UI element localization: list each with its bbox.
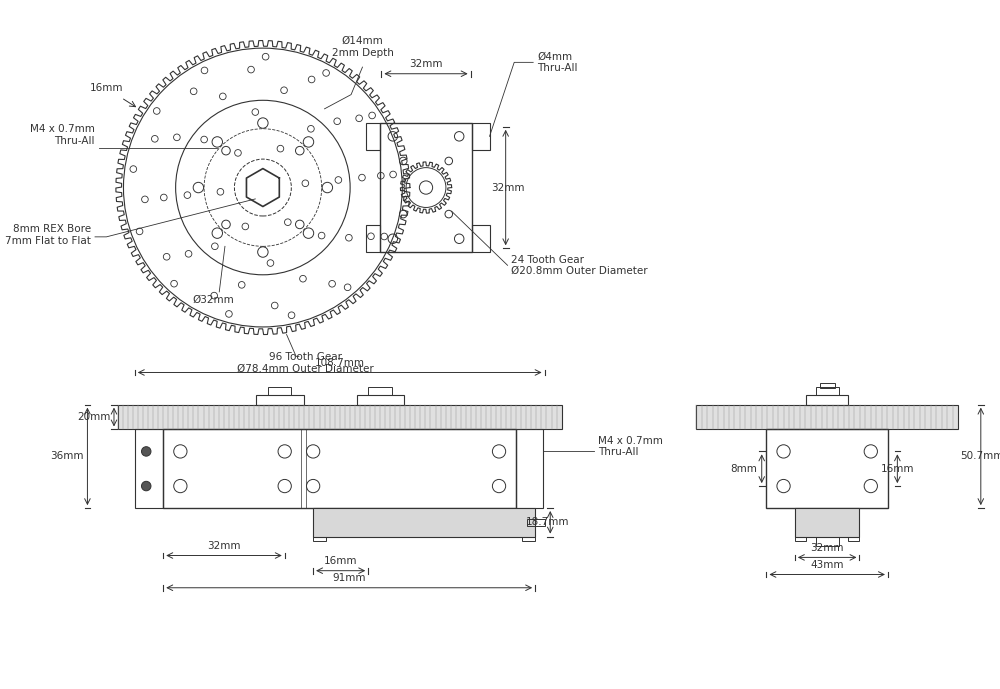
Text: 32mm: 32mm [409, 59, 443, 69]
Text: 32mm: 32mm [810, 543, 844, 553]
Bar [816, 537, 839, 546]
Bar [313, 537, 326, 542]
Text: 108.7mm: 108.7mm [315, 358, 365, 368]
Text: 18.7mm: 18.7mm [526, 517, 569, 527]
Bar [472, 123, 490, 150]
Bar [366, 225, 380, 252]
Bar [795, 508, 859, 537]
Bar [696, 404, 958, 429]
Bar [368, 387, 392, 395]
Text: M4 x 0.7mm
Thru-All: M4 x 0.7mm Thru-All [30, 124, 95, 146]
Bar [118, 404, 562, 429]
Bar [848, 537, 859, 542]
Text: 8mm REX Bore
7mm Flat to Flat: 8mm REX Bore 7mm Flat to Flat [5, 224, 91, 246]
Bar [522, 537, 535, 542]
Bar [313, 508, 535, 537]
Text: Ø32mm: Ø32mm [193, 294, 234, 305]
Bar [268, 387, 291, 395]
Text: 16mm: 16mm [881, 464, 914, 474]
Bar [366, 123, 380, 150]
Text: 50.7mm: 50.7mm [960, 451, 1000, 462]
Bar [163, 429, 516, 508]
Bar [795, 537, 806, 542]
Bar [256, 395, 304, 404]
Text: 16mm: 16mm [90, 83, 123, 94]
Text: 32mm: 32mm [491, 183, 525, 192]
Bar [380, 123, 472, 252]
Bar [357, 395, 404, 404]
Text: M4 x 0.7mm
Thru-All: M4 x 0.7mm Thru-All [598, 436, 663, 457]
Text: 24 Tooth Gear
Ø20.8mm Outer Diameter: 24 Tooth Gear Ø20.8mm Outer Diameter [511, 254, 648, 276]
Text: 16mm: 16mm [324, 556, 357, 566]
Bar [816, 387, 839, 395]
Circle shape [141, 446, 151, 456]
Text: 20mm: 20mm [77, 412, 110, 422]
Bar [806, 395, 848, 404]
Text: 8mm: 8mm [730, 464, 757, 474]
Bar [527, 519, 545, 526]
Bar [472, 225, 490, 252]
Text: 36mm: 36mm [50, 451, 84, 462]
Text: 32mm: 32mm [207, 541, 241, 551]
Text: 43mm: 43mm [810, 559, 844, 570]
Bar [820, 383, 835, 388]
Circle shape [141, 482, 151, 491]
Bar [766, 429, 888, 508]
Text: Ø4mm
Thru-All: Ø4mm Thru-All [537, 52, 577, 73]
Text: Ø14mm
2mm Depth: Ø14mm 2mm Depth [332, 36, 393, 58]
Text: 96 Tooth Gear
Ø78.4mm Outer Diameter: 96 Tooth Gear Ø78.4mm Outer Diameter [237, 352, 374, 374]
Text: 91mm: 91mm [332, 573, 366, 583]
Bar [135, 429, 163, 508]
Bar [516, 429, 543, 508]
